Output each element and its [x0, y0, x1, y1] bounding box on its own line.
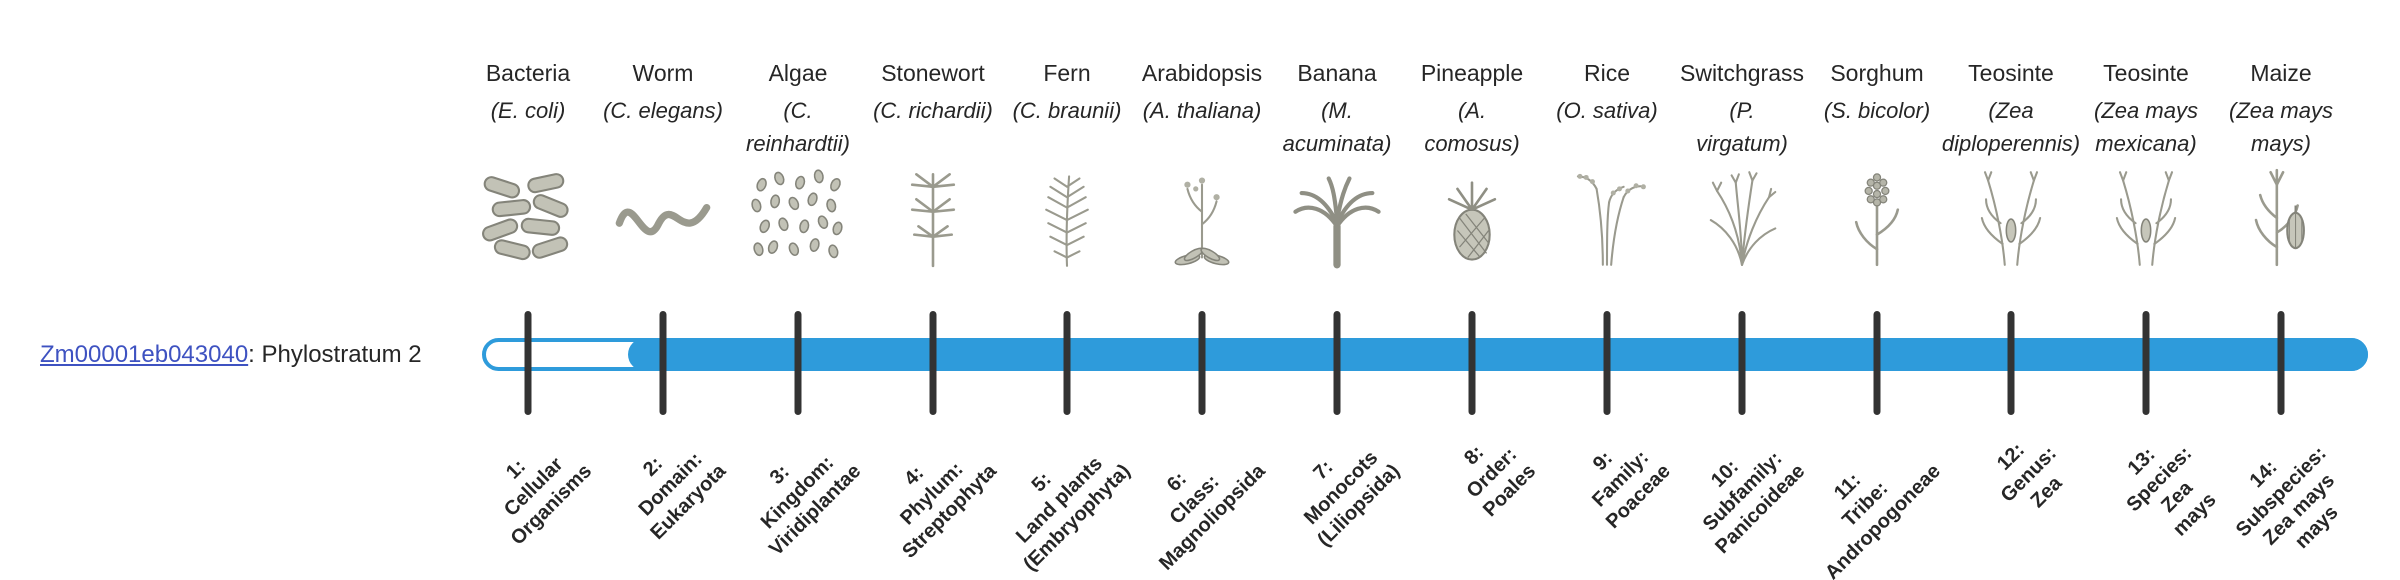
organism-scientific-name: (C. elegans): [603, 98, 723, 123]
organism-name: Worm: [632, 60, 694, 86]
organism-scientific-name: (A. comosus): [1424, 98, 1520, 156]
maize-icon: [2189, 164, 2373, 275]
organism-name: Pineapple: [1420, 60, 1524, 86]
organism-scientific-name: (C. richardii): [873, 98, 993, 123]
gene-label: Zm00001eb043040: Phylostratum 2: [40, 341, 422, 369]
organism-name: Sorghum: [1830, 60, 1924, 86]
organism-column-sorghum: Sorghum (S. bicolor): [1785, 60, 1969, 275]
phylostrata-bar-fill: [628, 338, 2368, 371]
organism-scientific-name: (Zea mays mays): [2229, 98, 2333, 156]
organism-name: Switchgrass: [1680, 60, 1804, 86]
phylostratum-tick-9: [1603, 311, 1611, 415]
phylostratum-tick-2: [659, 311, 667, 415]
organism-column-teosinte-mexicana: Teosinte (Zea mays mexicana): [2054, 60, 2238, 275]
organism-column-maize: Maize (Zea mays mays): [2189, 60, 2373, 275]
stratum-label: 5: Land plants (Embryophyta): [1011, 452, 1135, 576]
organism-scientific-name: (C. braunii): [1012, 98, 1122, 123]
organism-column-teosinte-diploperennis: Teosinte (Zea diploperennis): [1919, 60, 2103, 275]
organism-name: Teosinte: [1968, 60, 2054, 86]
organism-name: Algae: [768, 60, 828, 86]
phylostratum-tick-7: [1333, 311, 1341, 415]
stratum-label: 4: Phylum: Streptophyta: [895, 458, 1001, 563]
organism-name: Banana: [1297, 60, 1377, 86]
stratum-label: 7: Monocots (Liliopsida): [1300, 446, 1405, 552]
organism-name: Stonewort: [881, 60, 985, 86]
phylostratum-tick-6: [1198, 311, 1206, 415]
phylostratum-tick-14: [2277, 311, 2285, 415]
organism-scientific-name: (Zea diploperennis): [1941, 98, 2081, 156]
stratum-label: 14: Subspecies: Zea mays mays: [2232, 442, 2343, 554]
organism-column-algae: Algae (C. reinhardtii): [706, 60, 890, 275]
stratum-label: 12: Genus: Zea: [1993, 438, 2067, 513]
phylostratum-tick-10: [1738, 311, 1746, 415]
organism-column-worm: Worm (C. elegans): [571, 60, 755, 275]
organism-name: Fern: [1043, 60, 1091, 86]
phylostratum-tick-11: [1873, 311, 1881, 415]
phylostratum-tick-4: [929, 311, 937, 415]
stratum-label: 6: Class: Magnoliopsida: [1155, 460, 1270, 575]
organism-scientific-name: (S. bicolor): [1823, 98, 1931, 123]
organism-column-stonewort: Stonewort (C. richardii): [841, 60, 1025, 275]
organism-scientific-name: (Zea mays mexicana): [2094, 98, 2198, 156]
organism-name: Teosinte: [2103, 60, 2189, 86]
organism-name: Maize: [2250, 60, 2312, 86]
stratum-label: 1: Cellular Organisms: [499, 453, 596, 550]
phylostratum-tick-1: [524, 311, 532, 415]
organism-scientific-name: (E. coli): [490, 98, 566, 123]
gene-id-link[interactable]: Zm00001eb043040: [40, 341, 249, 368]
organism-column-arabidopsis: Arabidopsis (A. thaliana): [1110, 60, 1294, 275]
organism-column-switchgrass: Switchgrass (P. virgatum): [1650, 60, 1834, 275]
stratum-label: 9: Family: Poaceae: [1587, 446, 1675, 534]
organism-name: Rice: [1583, 60, 1630, 86]
organism-column-banana: Banana (M. acuminata): [1245, 60, 1429, 275]
phylostratum-tick-8: [1468, 311, 1476, 415]
organism-name: Arabidopsis: [1141, 60, 1263, 86]
phylostratum-tick-13: [2142, 311, 2150, 415]
stratum-label: 11: Tribe: Andropogoneae: [1820, 460, 1945, 580]
stratum-label: 13: Species: Zea mays: [2122, 442, 2221, 541]
stratum-label: 10: Subfamily: Panicoideae: [1698, 447, 1810, 559]
stratum-label: 8: Order: Poales: [1459, 441, 1540, 522]
organism-column-pineapple: Pineapple (A. comosus): [1380, 60, 1564, 275]
organism-name: Bacteria: [485, 60, 571, 86]
organism-column-bacteria: Bacteria (E. coli): [436, 60, 620, 275]
organism-scientific-name: (O. sativa): [1556, 98, 1658, 123]
phylostratum-tick-3: [794, 311, 802, 415]
organism-column-rice: Rice (O. sativa): [1515, 60, 1699, 275]
organism-column-fern: Fern (C. braunii): [975, 60, 1159, 275]
stratum-label: 2: Domain: Eukaryota: [634, 448, 731, 545]
phylostratum-tick-5: [1063, 311, 1071, 415]
organism-scientific-name: (C. reinhardtii): [746, 98, 850, 156]
organism-scientific-name: (M. acuminata): [1282, 98, 1392, 156]
organism-scientific-name: (A. thaliana): [1142, 98, 1262, 123]
phylostratum-tick-12: [2007, 311, 2015, 415]
organism-scientific-name: (P. virgatum): [1696, 98, 1788, 156]
gene-phylostratum-text: : Phylostratum 2: [248, 341, 422, 368]
stratum-label: 3: Kingdom: Viridiplantae: [757, 451, 866, 561]
